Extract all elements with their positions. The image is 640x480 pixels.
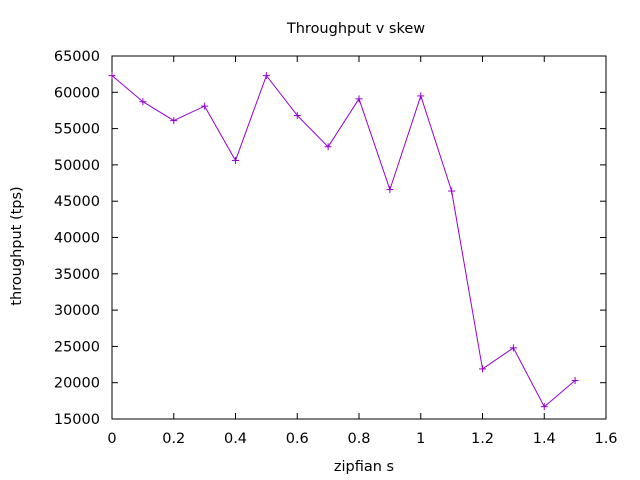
data-point bbox=[170, 117, 178, 125]
y-tick-label: 55000 bbox=[54, 122, 100, 138]
data-point bbox=[571, 377, 579, 385]
x-tick-label: 0.6 bbox=[286, 431, 309, 447]
data-point bbox=[509, 344, 517, 352]
y-tick-labels: 15000 20000 25000 30000 35000 40000 45000 50000… bbox=[54, 49, 100, 428]
y-tick-label: 65000 bbox=[54, 49, 100, 65]
plot-frame bbox=[111, 55, 607, 420]
data-point bbox=[232, 157, 239, 165]
x-tick-label: 0.4 bbox=[224, 431, 247, 447]
data-point bbox=[201, 102, 209, 110]
y-tick-label: 25000 bbox=[54, 339, 100, 355]
data-point bbox=[479, 365, 486, 373]
data-point bbox=[448, 187, 456, 195]
x-tick-labels: 0 0.2 0.4 0.6 0.8 1 1.2 1.4 1.6 bbox=[107, 431, 617, 447]
x-tick-label: 0.2 bbox=[162, 431, 185, 447]
data-point bbox=[293, 112, 301, 120]
data-point bbox=[386, 186, 394, 194]
data-point bbox=[540, 403, 548, 411]
x-tick-label: 0.8 bbox=[347, 431, 370, 447]
x-tick-label: 1 bbox=[416, 431, 425, 447]
x-tick-label: 1.4 bbox=[533, 431, 556, 447]
data-point bbox=[139, 98, 147, 106]
y-tick-label: 40000 bbox=[54, 231, 100, 247]
x-tick-label: 0 bbox=[107, 431, 116, 447]
data-point bbox=[417, 92, 425, 100]
y-tick-label: 60000 bbox=[54, 85, 100, 101]
y-tick-label: 45000 bbox=[54, 194, 100, 210]
y-tick-label: 15000 bbox=[54, 412, 100, 428]
axis-ticks bbox=[111, 55, 607, 420]
series-markers bbox=[108, 72, 579, 411]
y-tick-label: 50000 bbox=[54, 158, 100, 174]
series-line bbox=[111, 74, 576, 408]
y-tick-label: 20000 bbox=[54, 376, 100, 392]
data-point bbox=[108, 72, 116, 80]
y-axis-label: throughput (tps) bbox=[9, 186, 25, 305]
data-point bbox=[324, 143, 332, 151]
x-axis-label: zipfian s bbox=[334, 459, 394, 475]
x-tick-label: 1.6 bbox=[594, 431, 617, 447]
data-point bbox=[262, 72, 270, 80]
y-tick-label: 35000 bbox=[54, 267, 100, 283]
chart-title: Throughput v skew bbox=[286, 21, 425, 37]
data-point bbox=[355, 95, 363, 103]
x-tick-label: 1.2 bbox=[471, 431, 494, 447]
y-tick-label: 30000 bbox=[54, 303, 100, 319]
